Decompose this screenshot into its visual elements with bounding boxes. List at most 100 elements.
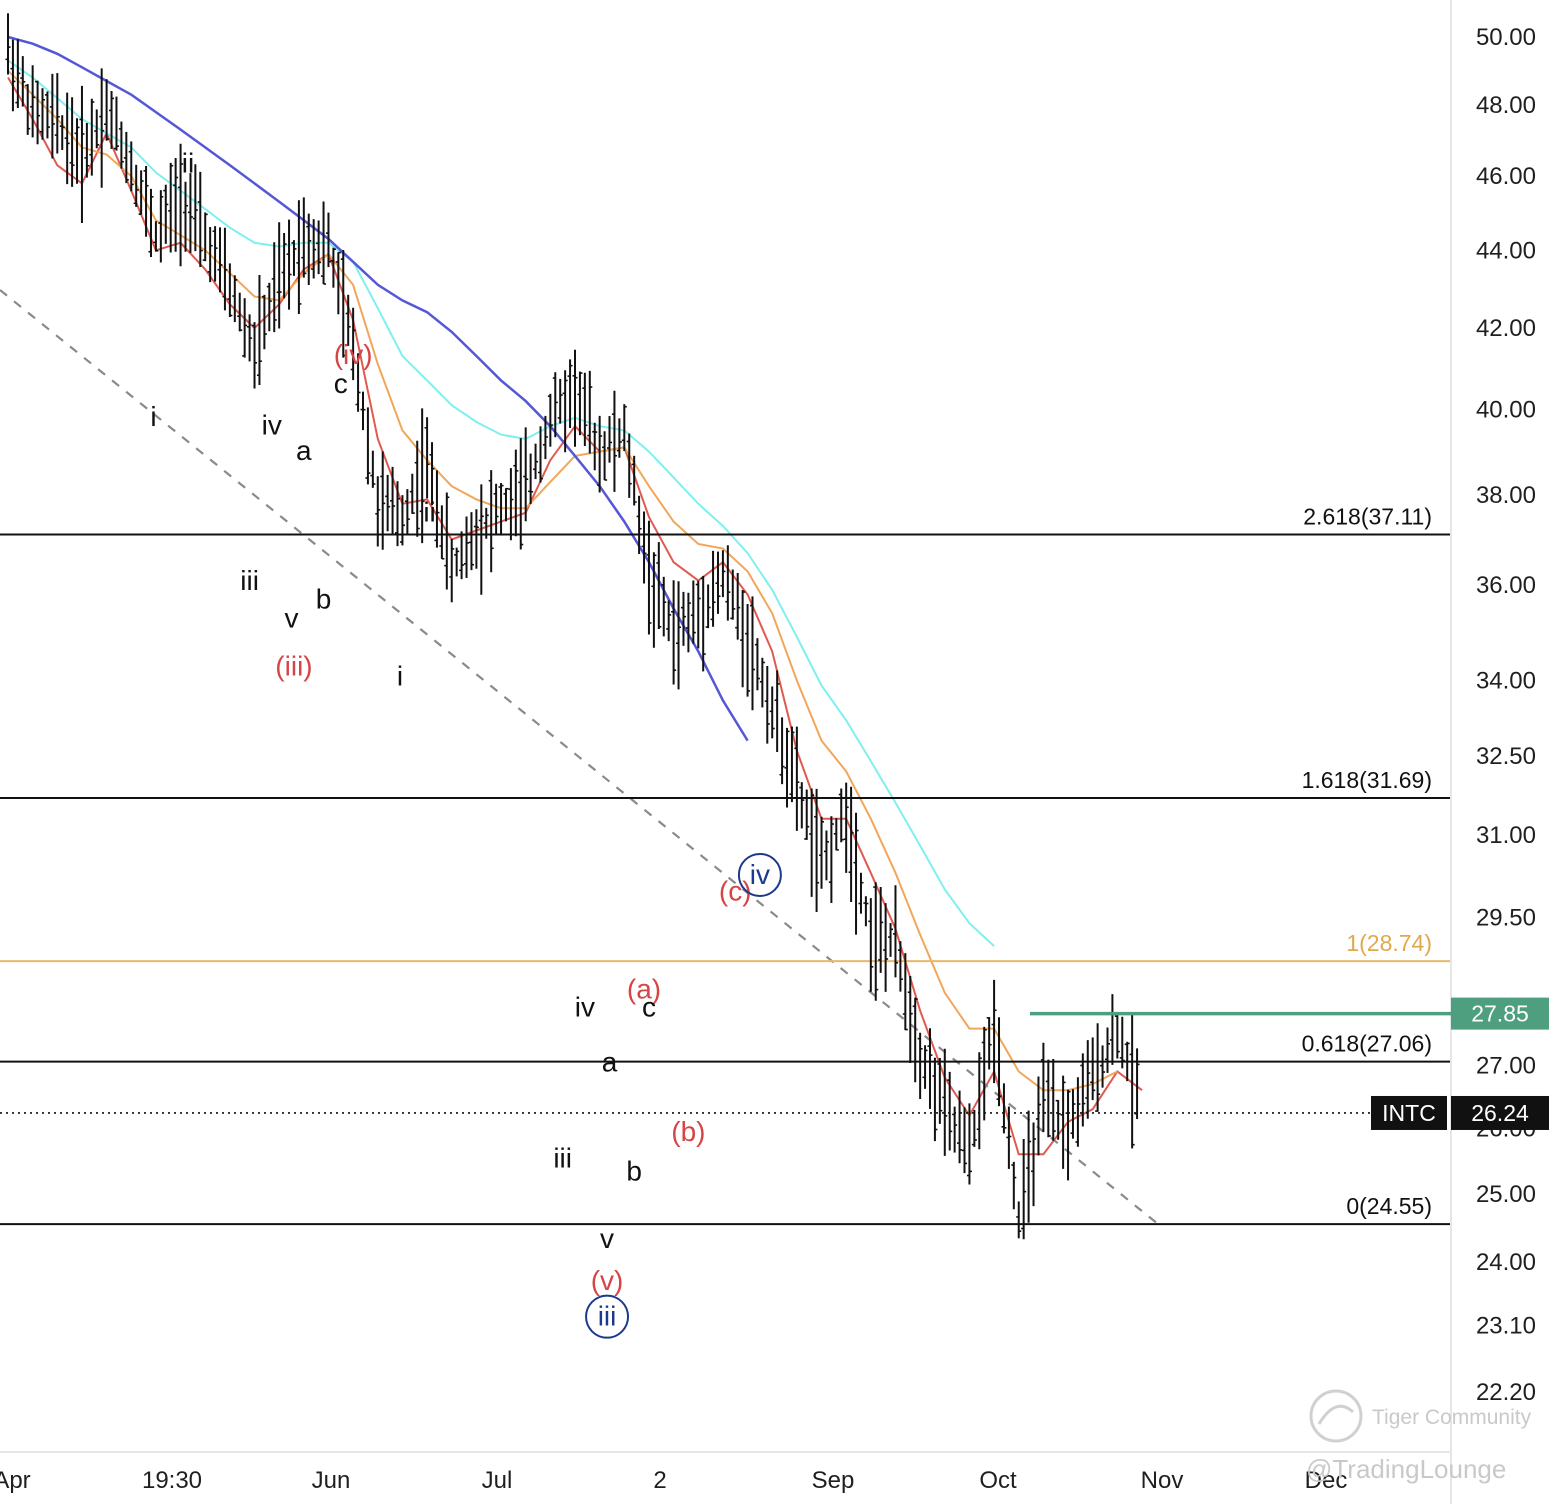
price-tick-label: 40.00: [1476, 396, 1536, 423]
price-bar: [937, 1057, 943, 1124]
price-bar: [957, 1090, 963, 1164]
price-bar: [182, 181, 188, 252]
price-bar: [1090, 1037, 1096, 1101]
price-bar: [296, 200, 302, 315]
price-bar: [276, 222, 282, 329]
price-bar: [513, 449, 519, 537]
price-bar: [143, 165, 149, 237]
price-tick-label: 27.00: [1476, 1052, 1536, 1079]
price-bar: [59, 115, 65, 150]
price-bar: [99, 68, 105, 188]
price-bar: [952, 1106, 958, 1153]
price-bar: [754, 638, 760, 691]
price-bar: [390, 466, 396, 535]
date-tick-label: Nov: [1141, 1467, 1184, 1494]
price-bar: [242, 298, 248, 358]
price-bar: [113, 96, 119, 151]
price-bar: [715, 551, 721, 614]
price-bar: [217, 227, 223, 293]
price-bar: [789, 726, 795, 803]
price-bar: [907, 976, 913, 1064]
fibonacci-levels: 2.618(37.11) 1.618(31.69) 1(28.74) 0.618(27…: [0, 504, 1451, 1226]
price-bar: [15, 39, 21, 108]
price-bar: [355, 353, 361, 412]
date-tick-label: Jun: [312, 1467, 351, 1494]
price-bar: [197, 171, 203, 267]
price-tick-label: 42.00: [1476, 315, 1536, 342]
price-bar: [577, 371, 583, 436]
price-tick-label: 46.00: [1476, 163, 1536, 190]
price-bar: [429, 442, 435, 506]
date-tick-label: 2: [653, 1467, 666, 1494]
price-bar: [54, 73, 60, 154]
price-bar: [158, 190, 164, 263]
price-bar: [690, 580, 696, 644]
price-bar: [35, 80, 41, 145]
fib-level-label: 0(24.55): [1346, 1193, 1432, 1219]
price-bar: [740, 590, 746, 688]
price-bar: [340, 250, 346, 358]
price-bar: [498, 483, 504, 536]
price-tick-label: 36.00: [1476, 572, 1536, 599]
price-bar: [173, 157, 179, 252]
wave-label: c: [642, 992, 656, 1023]
price-bar: [222, 227, 228, 311]
price-bar: [483, 507, 489, 539]
price-bar: [557, 378, 563, 424]
wave-label-circle: [737, 852, 782, 897]
price-bar: [680, 591, 686, 646]
price-bar: [291, 240, 297, 276]
price-bar: [784, 727, 790, 808]
price-bar: [375, 476, 381, 547]
price-bar: [1011, 1161, 1017, 1210]
symbol-tag: [1371, 1095, 1447, 1130]
price-tick-label: 25.00: [1476, 1181, 1536, 1208]
price-bar: [873, 882, 879, 1001]
price-bar: [1124, 1041, 1130, 1082]
price-bar: [311, 219, 317, 279]
price-bar: [10, 39, 16, 112]
price-bar: [833, 818, 839, 851]
price-bar: [700, 575, 706, 672]
symbol-tag-text: INTC: [1382, 1100, 1436, 1126]
price-bar: [986, 1017, 992, 1070]
wave-label: b: [316, 584, 332, 615]
price-tick-label: 24.00: [1476, 1249, 1536, 1276]
price-bar: [656, 542, 662, 630]
price-bar: [976, 1052, 982, 1150]
price-bar: [1060, 1075, 1066, 1169]
price-bar: [616, 418, 622, 458]
price-bar: [286, 219, 292, 310]
price-bar: [774, 670, 780, 752]
price-bar: [966, 1103, 972, 1185]
price-bar: [804, 789, 810, 840]
price-bar: [897, 941, 903, 992]
price-bar: [631, 455, 637, 506]
date-tick-label: Sep: [812, 1467, 855, 1494]
price-tick-label: 22.20: [1476, 1379, 1536, 1406]
price-bar: [676, 581, 682, 690]
price-bar: [360, 391, 366, 431]
price-bar: [380, 451, 386, 550]
price-bar: [419, 408, 425, 544]
price-bar: [1104, 1027, 1110, 1073]
price-bar: [567, 359, 573, 429]
price-bar: [858, 872, 864, 914]
price-bar: [745, 604, 751, 697]
price-bar: [863, 896, 869, 927]
price-bar: [330, 247, 336, 288]
price-bar: [163, 184, 169, 244]
price-bar: [666, 600, 672, 642]
wave-label: i: [397, 661, 403, 692]
price-bar: [232, 275, 238, 323]
price-bar: [449, 538, 455, 603]
price-bar: [883, 903, 889, 992]
price-bar: [301, 197, 307, 278]
price-bar: [503, 487, 509, 522]
price-bar: [266, 282, 272, 332]
date-tick-label: 19:30: [142, 1467, 202, 1494]
price-bar: [626, 433, 632, 498]
wave-label: (iii): [275, 651, 312, 682]
price-bar: [1055, 1099, 1061, 1140]
